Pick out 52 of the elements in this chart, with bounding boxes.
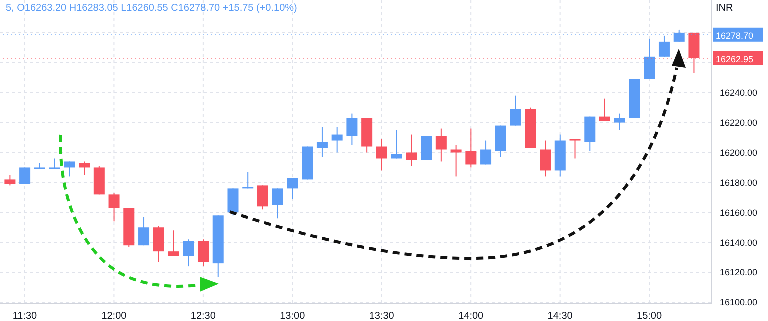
candlestick [658, 35, 670, 58]
candlestick [332, 126, 343, 154]
candlestick [674, 29, 685, 42]
candlestick [198, 239, 209, 268]
x-tick-label: 11:30 [12, 311, 38, 321]
y-tick-label: 16140.00 [720, 238, 758, 248]
y-tick-label: 16160.00 [720, 208, 758, 218]
y-tick-label: 16180.00 [720, 178, 758, 188]
candlestick [64, 161, 76, 178]
candlestick [242, 172, 254, 190]
candlestick [510, 95, 522, 126]
candlestick [600, 98, 610, 122]
candlestick [466, 128, 477, 168]
candlestick [228, 188, 239, 216]
candlestick [153, 226, 164, 263]
x-tick-label: 12:00 [102, 311, 128, 321]
x-tick-label: 14:00 [458, 311, 484, 321]
candlestick [183, 239, 194, 268]
x-tick-label: 13:30 [369, 311, 395, 321]
candlestick [4, 174, 16, 186]
candlestick [436, 128, 447, 162]
candlestick [168, 230, 180, 257]
candlestick [376, 138, 388, 172]
y-tick-label: 16120.00 [720, 268, 758, 278]
candlestick [391, 130, 402, 160]
candlestick [406, 134, 418, 167]
ref-line-label: 16262.95 [716, 54, 754, 64]
candlestick [570, 138, 581, 160]
y-tick-label: 16240.00 [720, 88, 758, 98]
candlestick [257, 185, 268, 210]
ref-line-label: 16278.70 [716, 30, 754, 41]
candlestick [614, 113, 626, 131]
candlestick [79, 161, 90, 176]
candlestick [138, 216, 150, 246]
x-tick-label: 14:30 [548, 311, 574, 321]
candlestick [346, 113, 358, 146]
candlestick [540, 140, 552, 178]
candlestick [644, 38, 656, 80]
y-axis-title: INR [716, 3, 734, 14]
x-tick-label: 12:30 [190, 311, 216, 321]
candlestick [316, 126, 328, 158]
y-tick-label: 16200.00 [720, 148, 758, 158]
candlestick [108, 192, 120, 222]
candlestick [272, 188, 284, 220]
chart-title: 5, O16263.20 H16283.05 L16260.55 C16278.70 +15.75 (+0.10%) [6, 3, 298, 14]
y-tick-label: 16100.00 [720, 298, 758, 308]
x-tick-label: 13:00 [280, 311, 306, 321]
candlestick [480, 140, 492, 166]
x-tick-label: 15:00 [637, 311, 662, 321]
y-tick-label: 16220.00 [720, 118, 758, 128]
candlestick [287, 178, 298, 200]
candlestick [20, 167, 31, 185]
